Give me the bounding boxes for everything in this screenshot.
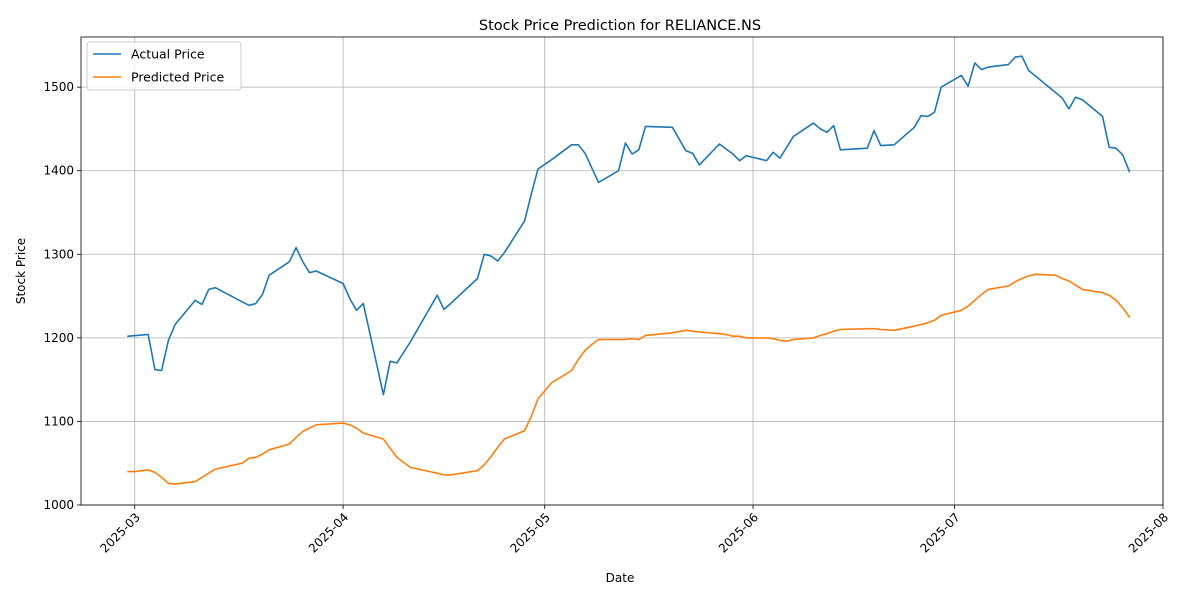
series-line-predicted (127, 273, 1131, 485)
legend-label: Predicted Price (131, 70, 224, 85)
grid (81, 37, 1164, 506)
y-axis-label: Stock Price (14, 238, 28, 304)
y-tick-label: 1400 (43, 164, 74, 178)
y-tick-label: 1100 (43, 414, 74, 428)
legend-label: Actual Price (131, 47, 205, 62)
legend: Actual Price Predicted Price (86, 41, 242, 91)
y-tick-label: 1000 (43, 498, 74, 512)
y-tick-label: 1300 (43, 247, 74, 261)
y-tick-label: 1500 (43, 80, 74, 94)
y-tick-label: 1200 (43, 331, 74, 345)
series-line-actual (127, 55, 1131, 396)
chart-title: Stock Price Prediction for RELIANCE.NS (479, 18, 761, 34)
series-lines (127, 55, 1131, 485)
x-axis-label: Date (606, 571, 635, 585)
plot-frame (80, 36, 1164, 506)
y-axis-ticks: 1000 1100 1200 1300 1400 1500 (43, 80, 81, 512)
legend-box (86, 41, 242, 91)
